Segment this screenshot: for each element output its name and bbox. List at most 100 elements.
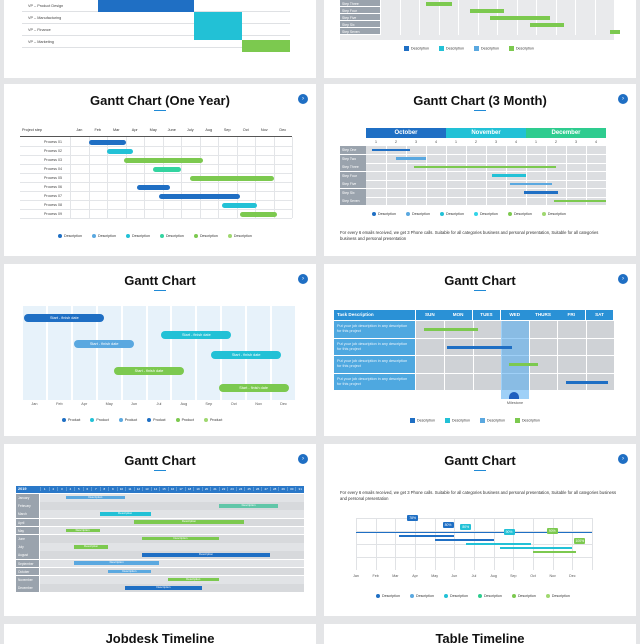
gantt-bar bbox=[414, 165, 556, 169]
legend-item: Description bbox=[541, 212, 566, 217]
legend-item: Product bbox=[62, 418, 80, 423]
gantt-bar: Description bbox=[108, 569, 151, 574]
task-description: Put your job description in any descript… bbox=[337, 359, 408, 369]
row-line bbox=[20, 182, 292, 183]
column-header: Task Description bbox=[334, 310, 416, 320]
row-head bbox=[16, 518, 40, 527]
gantt-bar bbox=[107, 149, 133, 154]
day-label: 27 bbox=[261, 487, 270, 492]
legend-item: Description bbox=[511, 594, 536, 599]
legend-label: Description bbox=[449, 594, 468, 598]
milestone-icon bbox=[509, 392, 520, 399]
row-label: Process 09 bbox=[44, 212, 62, 216]
slide-gantt-days: Gantt Chart › 2019 1 2 3 4 5 6 7 8 9 10 11 12 13 14 15 1… bbox=[4, 444, 316, 616]
grid-line bbox=[446, 146, 447, 206]
day-label: 1 bbox=[40, 487, 49, 492]
legend-label: Description bbox=[378, 212, 396, 216]
legend-marker bbox=[511, 594, 516, 599]
slide-gantt-3-month: Gantt Chart (3 Month) › October November D… bbox=[324, 84, 636, 256]
title-underline bbox=[474, 110, 486, 111]
legend-label: Description bbox=[445, 46, 464, 51]
gantt-bar bbox=[510, 182, 552, 186]
gantt-bar bbox=[530, 22, 564, 27]
gantt-bar bbox=[533, 551, 577, 553]
description-text: For every 6 emails received, we get 3 Ph… bbox=[340, 490, 617, 502]
legend-marker bbox=[507, 212, 512, 217]
next-arrow-icon[interactable]: › bbox=[618, 274, 628, 284]
week-label: 2 bbox=[394, 139, 398, 144]
axis-label: Apr bbox=[412, 574, 418, 578]
legend-marker bbox=[227, 234, 232, 239]
row-head bbox=[16, 526, 40, 535]
next-arrow-icon[interactable]: › bbox=[298, 94, 308, 104]
axis-label: May bbox=[105, 402, 113, 406]
legend: Description Description Description Descrip… bbox=[410, 418, 540, 423]
legend-item: Description bbox=[125, 234, 150, 239]
next-arrow-icon[interactable]: › bbox=[298, 454, 308, 464]
legend-label: Description bbox=[199, 234, 218, 238]
legend-label: Description bbox=[64, 234, 82, 238]
grid-line bbox=[477, 0, 479, 35]
gantt-bar: Description bbox=[125, 585, 202, 590]
row-label: Step Three bbox=[342, 165, 359, 170]
grid-column bbox=[197, 306, 221, 400]
day-label: 2 bbox=[48, 487, 58, 492]
legend-label: Product bbox=[124, 418, 138, 422]
legend-label: Description bbox=[513, 212, 532, 216]
legend-label: Description bbox=[415, 594, 434, 598]
week-label: 4 bbox=[594, 139, 598, 144]
gantt-bar bbox=[372, 148, 410, 151]
legend-label: Description bbox=[521, 418, 540, 423]
task-description: Put your job description in any descript… bbox=[337, 376, 408, 386]
week-label: 3 bbox=[494, 139, 498, 144]
gantt-bar: Description bbox=[65, 528, 100, 533]
row-head bbox=[340, 28, 380, 35]
slide-gantt-week: Gantt Chart › Task Description SUN MON TUES… bbox=[324, 264, 636, 436]
task-cell bbox=[334, 321, 416, 338]
progress-flag: 90% bbox=[546, 528, 558, 534]
month-label: Apr bbox=[131, 128, 138, 132]
grid-line bbox=[419, 0, 420, 35]
grid-line bbox=[380, 0, 381, 35]
week-label: 1 bbox=[454, 139, 458, 144]
grid-line bbox=[575, 0, 576, 35]
row-head bbox=[16, 535, 40, 543]
legend-item: Product bbox=[147, 418, 166, 423]
grid-line bbox=[426, 146, 427, 206]
legend-item: Description bbox=[58, 234, 82, 239]
row-head bbox=[340, 188, 366, 197]
month-header: December bbox=[526, 128, 606, 138]
legend-item: Description bbox=[410, 418, 435, 423]
row-label: July bbox=[18, 545, 24, 550]
gantt-bar: Description bbox=[218, 503, 279, 508]
gantt-bar bbox=[447, 345, 513, 349]
slide-gantt-milestones: Gantt Chart › For every 6 emails receive… bbox=[324, 444, 636, 616]
grid-line bbox=[181, 137, 182, 218]
week-label: 4 bbox=[434, 139, 438, 144]
task-description: Put your job description in any descript… bbox=[337, 324, 408, 334]
legend-label: Product bbox=[153, 418, 166, 422]
gantt-bar bbox=[396, 157, 426, 160]
gantt-bar bbox=[554, 199, 572, 203]
grid-line bbox=[386, 146, 387, 206]
column-header: MON bbox=[444, 310, 472, 320]
year-label: 2019 bbox=[18, 487, 27, 492]
slide-title: Gantt Chart (3 Month) bbox=[413, 93, 547, 108]
next-arrow-icon[interactable]: › bbox=[618, 94, 628, 104]
month-label: May bbox=[149, 128, 157, 132]
row-label: Process 01 bbox=[44, 140, 62, 144]
month-label: Mar bbox=[112, 128, 120, 132]
axis-label: Jan bbox=[31, 402, 38, 406]
legend-label: Description bbox=[551, 594, 570, 598]
next-arrow-icon[interactable]: › bbox=[618, 454, 628, 464]
row-label: October bbox=[18, 569, 30, 574]
month-label: Oct bbox=[242, 128, 249, 132]
day-label: 11 bbox=[125, 487, 134, 492]
row-label: Step Two bbox=[342, 156, 357, 161]
description-text: For every 6 emails received, we get 3 Ph… bbox=[340, 230, 599, 242]
next-arrow-icon[interactable]: › bbox=[298, 274, 308, 284]
row-head bbox=[16, 494, 40, 502]
task-cell bbox=[334, 373, 416, 391]
legend-label: Description bbox=[97, 234, 116, 238]
day-label: 24 bbox=[235, 487, 245, 492]
